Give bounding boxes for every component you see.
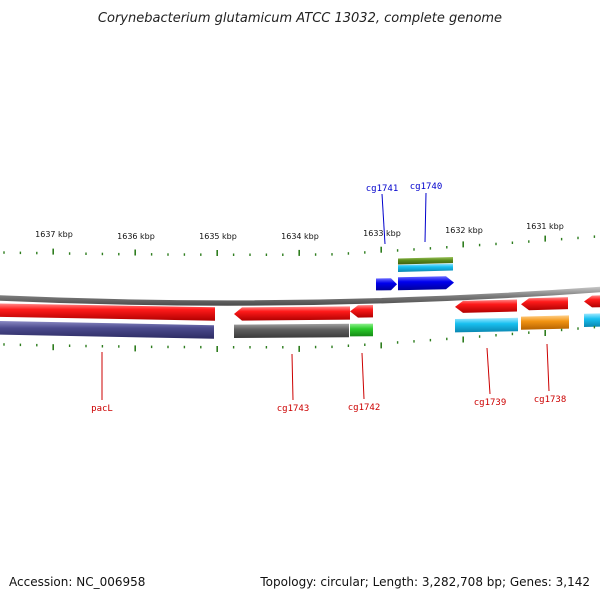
gene-label-cg1743[interactable]: cg1743 xyxy=(277,404,310,414)
leader-line xyxy=(546,343,550,392)
scale-label: 1633 kbp xyxy=(363,229,401,238)
leader-line xyxy=(361,352,365,400)
red-cds-edge[interactable] xyxy=(584,295,600,308)
accession-text: Accession: NC_006958 xyxy=(9,575,145,589)
label-leaders xyxy=(101,192,550,401)
gray-feature[interactable] xyxy=(234,323,349,338)
gene-cg1740[interactable] xyxy=(398,276,454,291)
gene-cg1742[interactable] xyxy=(350,305,373,318)
gene-label-cg1742[interactable]: cg1742 xyxy=(348,403,381,413)
scale-label: 1632 kbp xyxy=(445,226,483,235)
reverse-cds-row xyxy=(0,295,600,321)
gene-pacL[interactable] xyxy=(0,303,215,321)
orange-feature[interactable] xyxy=(521,315,569,330)
scale-label: 1634 kbp xyxy=(281,232,319,241)
scale-label: 1637 kbp xyxy=(35,230,73,239)
purple-feature[interactable] xyxy=(0,321,214,339)
gene-label-cg1738[interactable]: cg1738 xyxy=(534,395,567,405)
leader-line xyxy=(291,353,294,401)
gene-label-cg1741[interactable]: cg1741 xyxy=(366,184,399,194)
lower-tick-row xyxy=(3,325,596,352)
genome-summary-text: Topology: circular; Length: 3,282,708 bp… xyxy=(259,575,590,589)
gene-cg1743[interactable] xyxy=(234,306,350,321)
gene-cg1739[interactable] xyxy=(455,299,517,313)
gene-label-cg1740[interactable]: cg1740 xyxy=(410,182,443,192)
gene-labels: cg1741 cg1740 pacL cg1743 cg1742 cg1739 … xyxy=(91,182,566,414)
scale-labels: 1637 kbp 1636 kbp 1635 kbp 1634 kbp 1633… xyxy=(35,222,564,241)
leader-line xyxy=(381,193,386,245)
olive-feature[interactable] xyxy=(398,257,453,265)
cyan-feature-edge[interactable] xyxy=(584,313,600,327)
gene-cg1738[interactable] xyxy=(521,297,568,311)
cyan-feature[interactable] xyxy=(398,263,453,273)
leader-line xyxy=(486,347,491,395)
forward-features xyxy=(376,257,454,291)
map-title: Corynebacterium glutamicum ATCC 13032, c… xyxy=(98,11,502,26)
gene-cg1741[interactable] xyxy=(376,278,397,291)
genome-backbone xyxy=(0,286,600,306)
upper-tick-row xyxy=(3,235,596,256)
scale-label: 1631 kbp xyxy=(526,222,564,231)
scale-label: 1635 kbp xyxy=(199,232,237,241)
cyan-feature[interactable] xyxy=(455,317,518,333)
leader-line xyxy=(424,192,427,243)
gene-label-pacL[interactable]: pacL xyxy=(91,404,113,414)
green-feature[interactable] xyxy=(350,323,373,337)
gene-label-cg1739[interactable]: cg1739 xyxy=(474,398,507,408)
scale-label: 1636 kbp xyxy=(117,232,155,241)
reverse-feature-row xyxy=(0,313,600,339)
